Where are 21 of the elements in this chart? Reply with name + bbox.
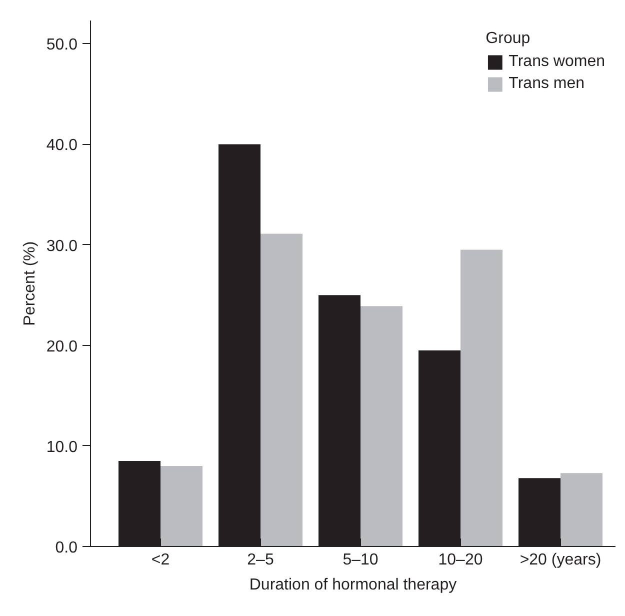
- x-tick-label: <2: [151, 552, 170, 568]
- y-tick-label: 20.0: [46, 338, 78, 356]
- legend-title: Group: [486, 30, 532, 48]
- bar: [460, 250, 502, 546]
- legend-label: Trans men: [508, 75, 585, 93]
- x-tick-label: >20 (years): [520, 552, 602, 568]
- legend-label: Trans women: [508, 53, 605, 71]
- bar: [160, 466, 202, 546]
- x-tick-label: 10–20: [438, 552, 483, 568]
- bar: [360, 306, 402, 546]
- y-tick-label: 0.0: [55, 540, 78, 556]
- bar: [260, 234, 302, 546]
- bar: [560, 473, 602, 546]
- x-tick-label: 5–10: [342, 552, 378, 568]
- y-tick-label: 50.0: [46, 36, 78, 54]
- x-axis-title: Duration of hormonal therapy: [249, 576, 457, 594]
- y-tick-label: 40.0: [46, 137, 78, 154]
- x-tick-label: 2–5: [247, 552, 274, 568]
- y-axis-title: Percent (%): [21, 241, 38, 326]
- y-tick-label: 10.0: [46, 438, 78, 456]
- y-tick-label: 30.0: [46, 238, 78, 255]
